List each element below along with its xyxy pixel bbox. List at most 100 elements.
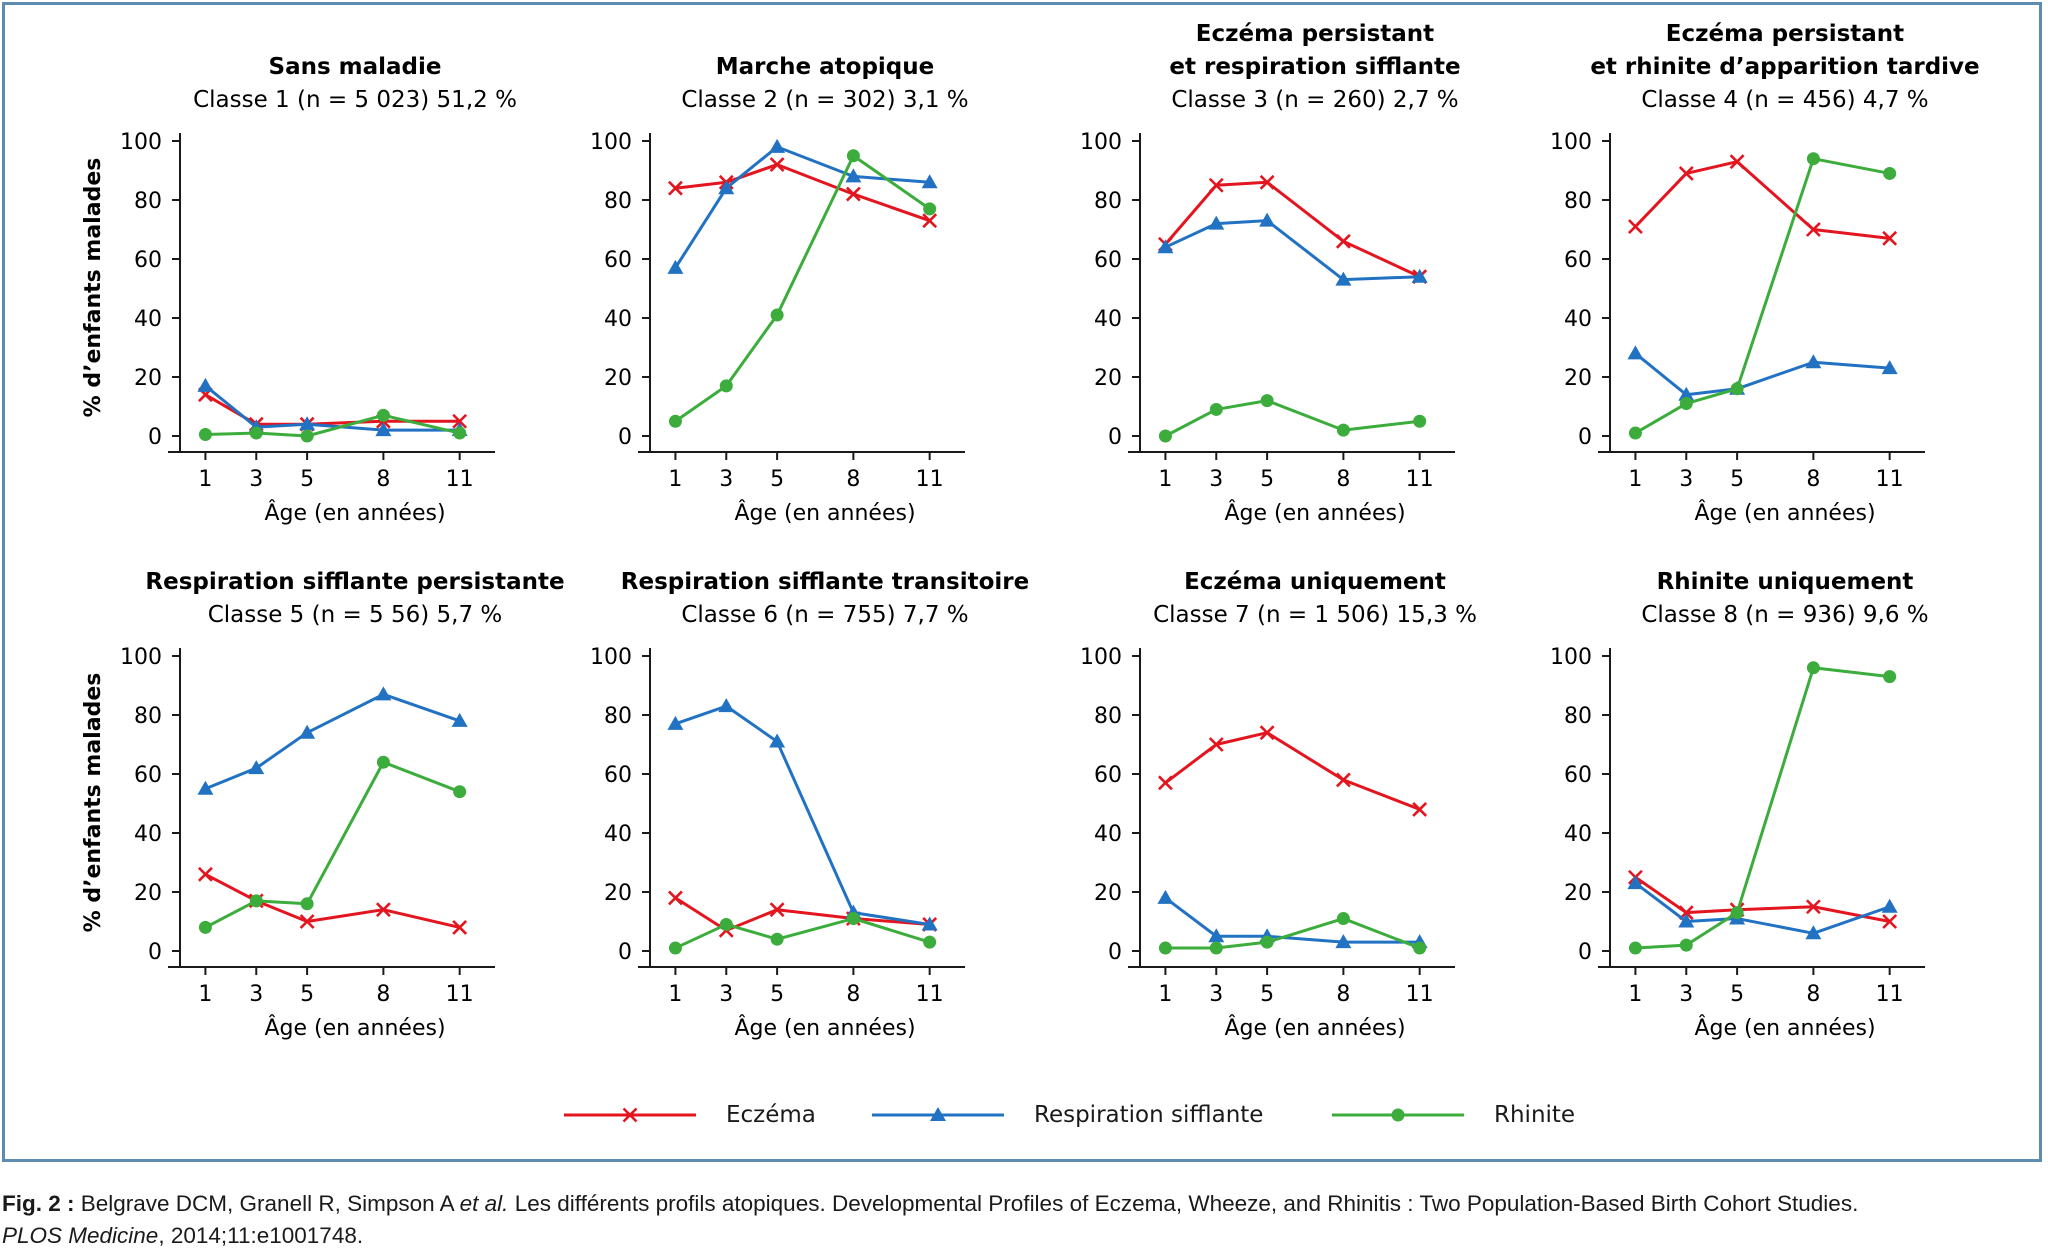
data-point bbox=[1882, 914, 1898, 929]
data-point bbox=[1259, 174, 1275, 190]
y-tick-label: 80 bbox=[604, 704, 632, 729]
data-point bbox=[923, 202, 937, 216]
panel-title: Sans maladie bbox=[269, 54, 442, 80]
x-axis-label: Âge (en années) bbox=[1224, 500, 1405, 526]
data-point-b bbox=[668, 890, 683, 906]
data-point bbox=[1628, 941, 1642, 955]
legend-marker bbox=[1391, 1108, 1405, 1122]
data-point-b bbox=[299, 914, 315, 929]
series-triangle bbox=[197, 377, 468, 437]
y-axis-label: % d’enfants malades bbox=[81, 158, 106, 418]
series-line bbox=[1634, 157, 1890, 435]
y-tick-label: 80 bbox=[1564, 704, 1592, 729]
data-point-b bbox=[375, 902, 391, 918]
data-point-b bbox=[1628, 219, 1643, 234]
data-point bbox=[1806, 661, 1820, 675]
panel-2: Marche atopique Classe 2 (n = 302) 3,1 % 0… bbox=[590, 54, 969, 526]
x-tick-label: 1 bbox=[1628, 467, 1642, 492]
data-point-b bbox=[1335, 233, 1351, 249]
legend-swatch bbox=[872, 1107, 1004, 1121]
x-tick-label: 8 bbox=[376, 467, 390, 492]
figure-caption: Fig. 2 : Belgrave DCM, Granell R, Simpso… bbox=[2, 1188, 2046, 1252]
x-tick-label: 1 bbox=[198, 467, 212, 492]
data-point bbox=[770, 308, 784, 322]
data-point bbox=[1730, 382, 1744, 396]
data-point bbox=[1335, 233, 1351, 249]
panel-6: Respiration sifflante transitoire Classe … bbox=[590, 569, 1029, 1041]
data-point-b bbox=[1805, 222, 1821, 237]
x-tick-label: 1 bbox=[1158, 982, 1172, 1007]
panel-8: Rhinite uniquement Classe 8 (n = 936) 9,6… bbox=[1550, 569, 1929, 1041]
data-point bbox=[1158, 429, 1172, 443]
data-point bbox=[1157, 889, 1174, 904]
data-point-b bbox=[1678, 166, 1694, 181]
x-tick-label: 8 bbox=[846, 982, 860, 1007]
series-triangle bbox=[667, 138, 938, 274]
data-point bbox=[1208, 215, 1225, 230]
series-line bbox=[675, 163, 931, 223]
data-point-b bbox=[1882, 914, 1898, 929]
x-axis-label: Âge (en années) bbox=[734, 500, 915, 526]
data-point bbox=[1627, 875, 1644, 890]
series-x bbox=[198, 866, 468, 935]
series-x bbox=[668, 890, 938, 938]
legend-marker bbox=[930, 1107, 946, 1121]
data-point bbox=[1208, 737, 1224, 752]
y-tick-label: 60 bbox=[1094, 763, 1122, 788]
series-triangle bbox=[197, 686, 468, 795]
series-line bbox=[674, 154, 931, 423]
data-point bbox=[198, 920, 212, 934]
data-point bbox=[197, 377, 214, 392]
y-tick-label: 0 bbox=[148, 425, 162, 450]
data-point bbox=[1260, 935, 1274, 949]
data-point bbox=[1158, 775, 1173, 791]
y-tick-label: 20 bbox=[1094, 881, 1122, 906]
data-point bbox=[846, 149, 860, 163]
data-point bbox=[921, 916, 938, 931]
data-point bbox=[1730, 906, 1744, 920]
data-point bbox=[1805, 222, 1821, 237]
data-point bbox=[1158, 941, 1172, 955]
data-point-b bbox=[922, 213, 938, 229]
y-tick-label: 40 bbox=[604, 307, 632, 332]
charts-svg: Sans maladie Classe 1 (n = 5 023) 51,2 % 0… bbox=[81, 21, 1980, 1041]
y-tick-label: 40 bbox=[1564, 307, 1592, 332]
data-point-b bbox=[769, 157, 785, 173]
data-point bbox=[1806, 152, 1820, 166]
data-point bbox=[1208, 177, 1224, 193]
x-axis-label: Âge (en années) bbox=[734, 1015, 915, 1041]
y-tick-label: 100 bbox=[1550, 130, 1592, 155]
y-tick-label: 20 bbox=[1564, 366, 1592, 391]
data-point bbox=[451, 712, 468, 727]
y-tick-label: 40 bbox=[1094, 822, 1122, 847]
data-point bbox=[769, 902, 785, 918]
y-tick-label: 0 bbox=[618, 425, 632, 450]
data-point bbox=[375, 686, 392, 701]
data-point bbox=[299, 416, 316, 431]
x-axis-label: Âge (en années) bbox=[1694, 500, 1875, 526]
y-tick-label: 0 bbox=[1578, 425, 1592, 450]
data-point bbox=[299, 724, 316, 739]
data-point bbox=[668, 414, 682, 428]
panel-title: Eczéma uniquement bbox=[1184, 569, 1446, 595]
data-point-b bbox=[1729, 154, 1745, 170]
data-point-b bbox=[1412, 801, 1428, 817]
series-line bbox=[1164, 731, 1421, 811]
panel-title: Rhinite uniquement bbox=[1657, 569, 1914, 595]
y-tick-label: 40 bbox=[1094, 307, 1122, 332]
data-point-b bbox=[1259, 174, 1275, 190]
y-tick-label: 100 bbox=[120, 645, 162, 670]
x-tick-label: 11 bbox=[1876, 982, 1904, 1007]
y-tick-label: 20 bbox=[134, 881, 162, 906]
x-tick-label: 1 bbox=[1628, 982, 1642, 1007]
series-circle bbox=[198, 755, 467, 934]
panel-title: Respiration sifflante transitoire bbox=[621, 569, 1029, 595]
data-point bbox=[1805, 925, 1822, 940]
y-tick-label: 80 bbox=[604, 189, 632, 214]
series-circle bbox=[1158, 912, 1427, 955]
series-circle bbox=[198, 408, 467, 443]
data-point bbox=[375, 422, 392, 437]
data-point bbox=[667, 259, 684, 274]
data-point bbox=[1627, 345, 1644, 360]
data-point-b bbox=[668, 180, 683, 196]
